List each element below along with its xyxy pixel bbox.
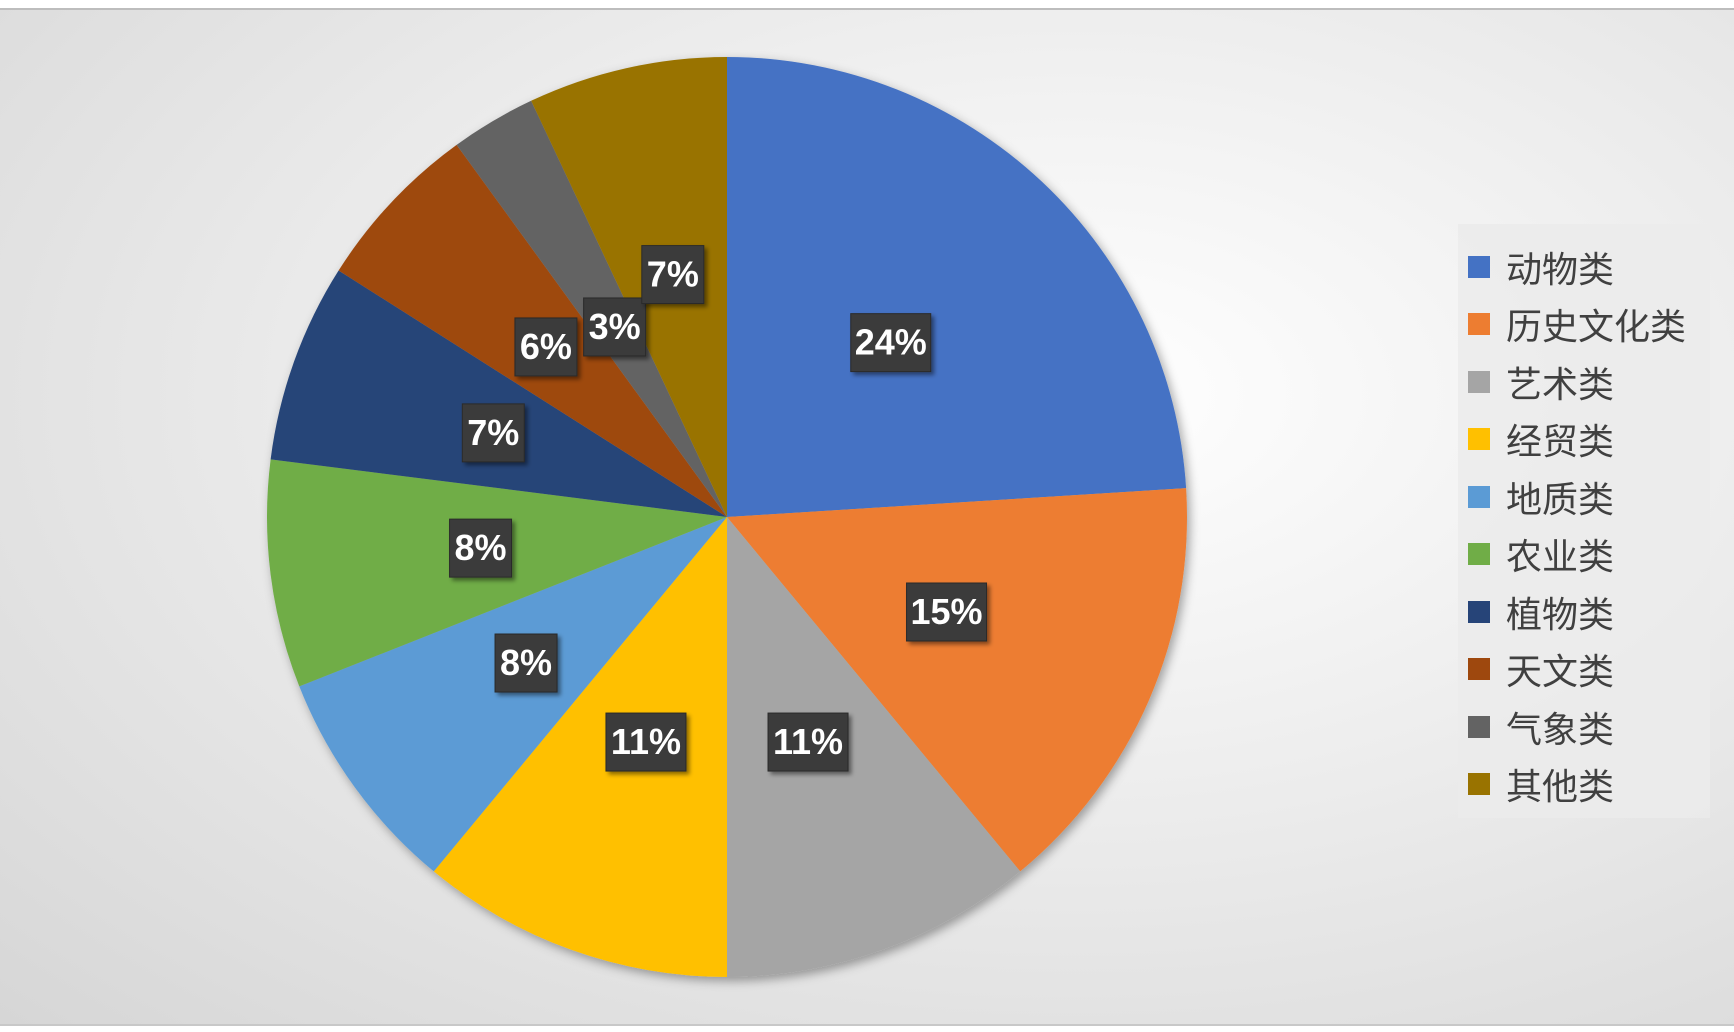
legend-label: 农业类	[1506, 537, 1615, 578]
data-label-text: 15%	[910, 591, 982, 632]
legend-item: 经贸类	[1468, 411, 1614, 468]
data-label-box	[641, 245, 705, 305]
legend-label: 历史文化类	[1506, 307, 1687, 348]
legend-label: 动物类	[1506, 249, 1615, 291]
data-label-box	[906, 582, 988, 642]
pie-chart: 24%15%11%11%8%8%7%6% 3%7%	[267, 57, 1187, 977]
legend-item: 农业类	[1468, 526, 1614, 583]
pie-slice-3	[727, 517, 1021, 977]
legend-swatch	[1468, 600, 1490, 623]
data-label-5: 8%	[494, 633, 558, 693]
data-label-text: 8%	[455, 527, 507, 568]
data-label-8: 6%	[514, 317, 578, 377]
legend-swatch	[1468, 543, 1490, 565]
data-label-10: 7%	[641, 245, 705, 305]
legend-label: 气象类	[1506, 709, 1615, 751]
data-label-text: 11%	[611, 721, 681, 762]
legend-swatch	[1468, 715, 1490, 738]
pie-slice-1	[727, 57, 1187, 517]
legend-item: 历史文化类	[1468, 296, 1686, 353]
data-label-text: 3%	[589, 306, 641, 347]
data-label-7: 7%	[461, 403, 525, 463]
data-label-9: 3%	[583, 297, 647, 357]
legend: 动物类历史文化类艺术类经贸类地质类农业类植物类天文类气象类其他类	[1458, 224, 1710, 818]
data-label-text: 7%	[467, 412, 519, 453]
data-label-box	[494, 633, 558, 693]
data-label-text: 11%	[773, 721, 843, 762]
data-label-6: 8%	[449, 518, 513, 578]
data-label-box	[514, 317, 578, 377]
data-label-text: 24%	[855, 322, 927, 363]
legend-label: 地质类	[1506, 479, 1615, 521]
legend-item: 动物类	[1468, 238, 1614, 295]
legend-item: 艺术类	[1468, 353, 1614, 410]
legend-swatch	[1468, 428, 1490, 450]
legend-item: 气象类	[1468, 698, 1614, 755]
legend-item: 植物类	[1468, 583, 1614, 640]
legend-swatch	[1468, 485, 1490, 508]
legend-swatch	[1468, 313, 1490, 335]
legend-label: 其他类	[1506, 767, 1615, 808]
data-label-2: 15%	[906, 582, 988, 642]
legend-item: 天文类	[1468, 641, 1614, 698]
data-label-box	[767, 712, 849, 772]
pie-data-labels: 24%15%11%11%8%8%7%6% 3%7%	[449, 245, 988, 772]
data-label-text: 7%	[647, 254, 699, 295]
data-label-box	[850, 313, 932, 373]
legend-swatch	[1468, 370, 1490, 393]
pie-slice-2	[727, 488, 1187, 872]
data-label-box	[583, 297, 647, 357]
chart-area: 24% 15% 11% 11% 8% 8% 7% 6% 3% 7% 动物类 历史文化类 艺术类 经贸类地…	[0, 8, 1734, 1026]
data-label-4: 11%	[605, 712, 687, 772]
data-label-3: 11%	[767, 712, 849, 772]
data-label-box	[461, 403, 525, 463]
legend-label: 艺术类	[1506, 364, 1615, 406]
data-label-box	[449, 518, 513, 578]
legend-item: 其他类	[1468, 756, 1614, 813]
pie-slice-7	[270, 270, 727, 517]
pie-slices	[267, 57, 1187, 977]
legend-swatch	[1468, 255, 1490, 278]
legend-label: 经贸类	[1506, 422, 1615, 463]
legend-label: 植物类	[1506, 594, 1615, 636]
legend-item: 地质类	[1468, 468, 1614, 525]
pie-slice-4	[433, 517, 727, 977]
data-label-box	[605, 712, 687, 772]
data-label-text: 6%	[520, 326, 572, 367]
data-label-text: 8%	[500, 642, 552, 683]
legend-swatch	[1468, 658, 1490, 680]
data-label-1: 24%	[850, 313, 932, 373]
legend-swatch	[1468, 773, 1490, 795]
pie-slice-10	[531, 57, 727, 517]
legend-label: 天文类	[1506, 652, 1615, 693]
pie-slice-5	[299, 517, 727, 872]
